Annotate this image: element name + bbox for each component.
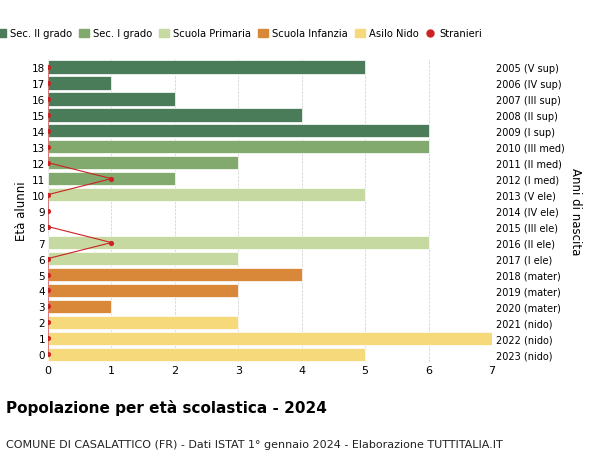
Point: [43, 64, 53, 71]
Bar: [48, 300, 112, 313]
Bar: [48, 348, 365, 361]
Bar: [48, 77, 112, 90]
Y-axis label: Anni di nascita: Anni di nascita: [569, 168, 581, 255]
Bar: [48, 61, 365, 74]
Bar: [48, 109, 302, 122]
Point: [43, 271, 53, 279]
Bar: [48, 316, 238, 330]
Bar: [48, 125, 428, 138]
Point: [43, 335, 53, 342]
Point: [43, 351, 53, 358]
Point: [43, 255, 53, 263]
Bar: [48, 173, 175, 186]
Bar: [48, 189, 365, 202]
Point: [43, 112, 53, 119]
Point: [43, 191, 53, 199]
Bar: [48, 93, 175, 106]
Point: [43, 303, 53, 310]
Text: Popolazione per età scolastica - 2024: Popolazione per età scolastica - 2024: [6, 399, 327, 415]
Bar: [48, 140, 428, 154]
Bar: [48, 252, 238, 266]
Bar: [48, 268, 302, 282]
Bar: [48, 236, 428, 250]
Text: COMUNE DI CASALATTICO (FR) - Dati ISTAT 1° gennaio 2024 - Elaborazione TUTTITALI: COMUNE DI CASALATTICO (FR) - Dati ISTAT …: [6, 439, 503, 449]
Point: [43, 224, 53, 231]
Point: [43, 207, 53, 215]
Bar: [48, 332, 492, 346]
Point: [43, 287, 53, 295]
Legend: Sec. II grado, Sec. I grado, Scuola Primaria, Scuola Infanzia, Asilo Nido, Stran: Sec. II grado, Sec. I grado, Scuola Prim…: [0, 25, 486, 43]
Point: [43, 144, 53, 151]
Point: [107, 239, 116, 246]
Point: [107, 176, 116, 183]
Bar: [48, 157, 238, 170]
Point: [43, 160, 53, 167]
Point: [43, 128, 53, 135]
Bar: [48, 284, 238, 297]
Point: [43, 80, 53, 87]
Y-axis label: Età alunni: Età alunni: [15, 181, 28, 241]
Point: [43, 319, 53, 326]
Point: [43, 96, 53, 103]
